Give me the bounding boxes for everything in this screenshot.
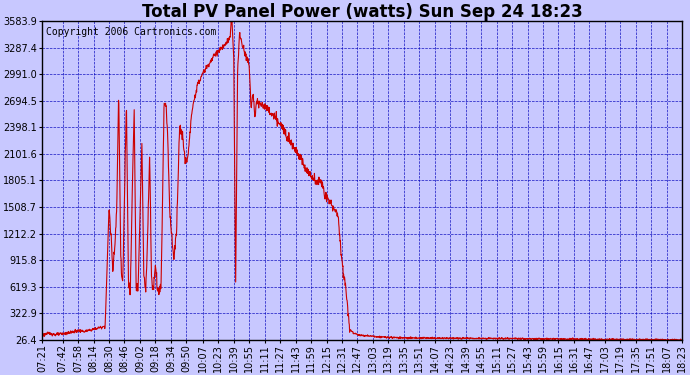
- Text: Copyright 2006 Cartronics.com: Copyright 2006 Cartronics.com: [46, 27, 216, 38]
- Title: Total PV Panel Power (watts) Sun Sep 24 18:23: Total PV Panel Power (watts) Sun Sep 24 …: [142, 3, 582, 21]
